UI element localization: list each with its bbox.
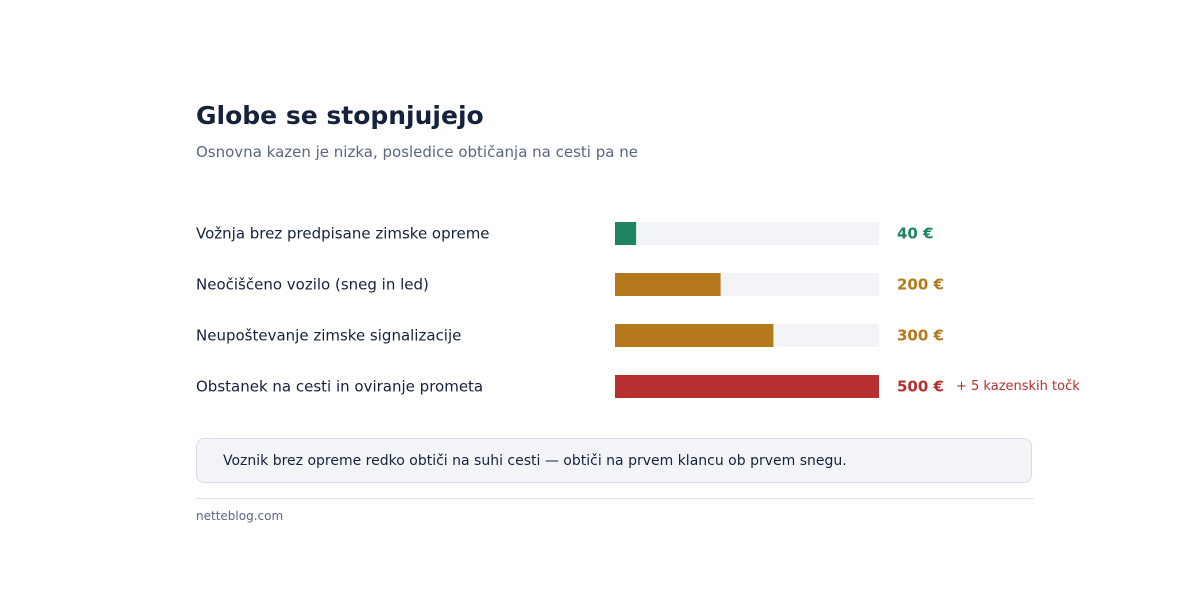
bar-row: Vožnja brez predpisane zimske opreme 40 €	[196, 222, 934, 245]
value-label: 500 €	[897, 378, 944, 396]
bar-row: Neočiščeno vozilo (sneg in led) 200 €	[196, 273, 944, 296]
bar-row: Obstanek na cesti in oviranje prometa 500…	[196, 375, 1080, 398]
chart-subtitle: Osnovna kazen je nizka, posledice obtiča…	[196, 143, 638, 161]
category-label: Neupoštevanje zimske signalizacije	[196, 327, 461, 345]
bar-track	[615, 222, 879, 245]
value-label: 300 €	[897, 327, 944, 345]
bar	[615, 273, 721, 296]
bar	[615, 324, 774, 347]
bar	[615, 222, 637, 245]
bar-row: Neupoštevanje zimske signalizacije 300 €	[196, 324, 944, 347]
category-label: Obstanek na cesti in oviranje prometa	[196, 378, 483, 396]
value-label: 200 €	[897, 276, 944, 294]
bar	[615, 375, 879, 398]
value-label: 40 €	[897, 225, 934, 243]
callout-box: Voznik brez opreme redko obtiči na suhi …	[196, 438, 1032, 483]
category-label: Vožnja brez predpisane zimske opreme	[196, 225, 490, 243]
chart-title: Globe se stopnjujejo	[196, 101, 484, 130]
fines-bar-chart: Vožnja brez predpisane zimske opreme 40 €…	[196, 222, 1080, 398]
source-label: netteblog.com	[196, 509, 284, 523]
category-label: Neočiščeno vozilo (sneg in led)	[196, 276, 429, 294]
penalty-note: + 5 kazenskih točk	[956, 379, 1080, 394]
footer-divider	[196, 498, 1034, 499]
callout-text: Voznik brez opreme redko obtiči na suhi …	[223, 453, 847, 469]
